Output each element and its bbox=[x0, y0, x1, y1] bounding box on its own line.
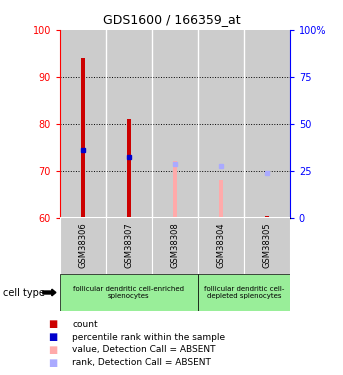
Text: GSM38306: GSM38306 bbox=[79, 222, 87, 268]
Text: rank, Detection Call = ABSENT: rank, Detection Call = ABSENT bbox=[72, 358, 211, 367]
Bar bbox=[244, 217, 290, 274]
Bar bbox=[152, 30, 198, 217]
Bar bbox=[60, 30, 106, 217]
Text: GSM38304: GSM38304 bbox=[216, 222, 225, 268]
Text: value, Detection Call = ABSENT: value, Detection Call = ABSENT bbox=[72, 345, 215, 354]
Text: GDS1600 / 166359_at: GDS1600 / 166359_at bbox=[103, 13, 240, 26]
Text: ■: ■ bbox=[48, 332, 57, 342]
Bar bbox=[127, 119, 131, 218]
Text: ■: ■ bbox=[48, 320, 57, 329]
Bar bbox=[173, 161, 177, 218]
Bar bbox=[152, 217, 198, 274]
Text: follicular dendritic cell-
depleted splenocytes: follicular dendritic cell- depleted sple… bbox=[204, 286, 284, 299]
Text: cell type: cell type bbox=[3, 288, 45, 297]
Bar bbox=[198, 274, 290, 311]
Bar bbox=[264, 216, 269, 217]
Text: ■: ■ bbox=[48, 358, 57, 368]
Text: GSM38307: GSM38307 bbox=[125, 222, 133, 268]
Bar bbox=[218, 180, 223, 218]
Bar bbox=[60, 217, 106, 274]
Bar bbox=[198, 30, 244, 217]
Text: GSM38308: GSM38308 bbox=[170, 222, 179, 268]
Text: count: count bbox=[72, 320, 98, 329]
Bar bbox=[198, 217, 244, 274]
Bar bbox=[106, 217, 152, 274]
Text: percentile rank within the sample: percentile rank within the sample bbox=[72, 333, 225, 342]
Bar bbox=[106, 30, 152, 217]
Bar bbox=[81, 58, 85, 217]
Text: GSM38305: GSM38305 bbox=[262, 222, 271, 268]
Text: ■: ■ bbox=[48, 345, 57, 355]
Text: follicular dendritic cell-enriched
splenocytes: follicular dendritic cell-enriched splen… bbox=[73, 286, 185, 299]
Bar bbox=[60, 274, 198, 311]
Bar bbox=[244, 30, 290, 217]
